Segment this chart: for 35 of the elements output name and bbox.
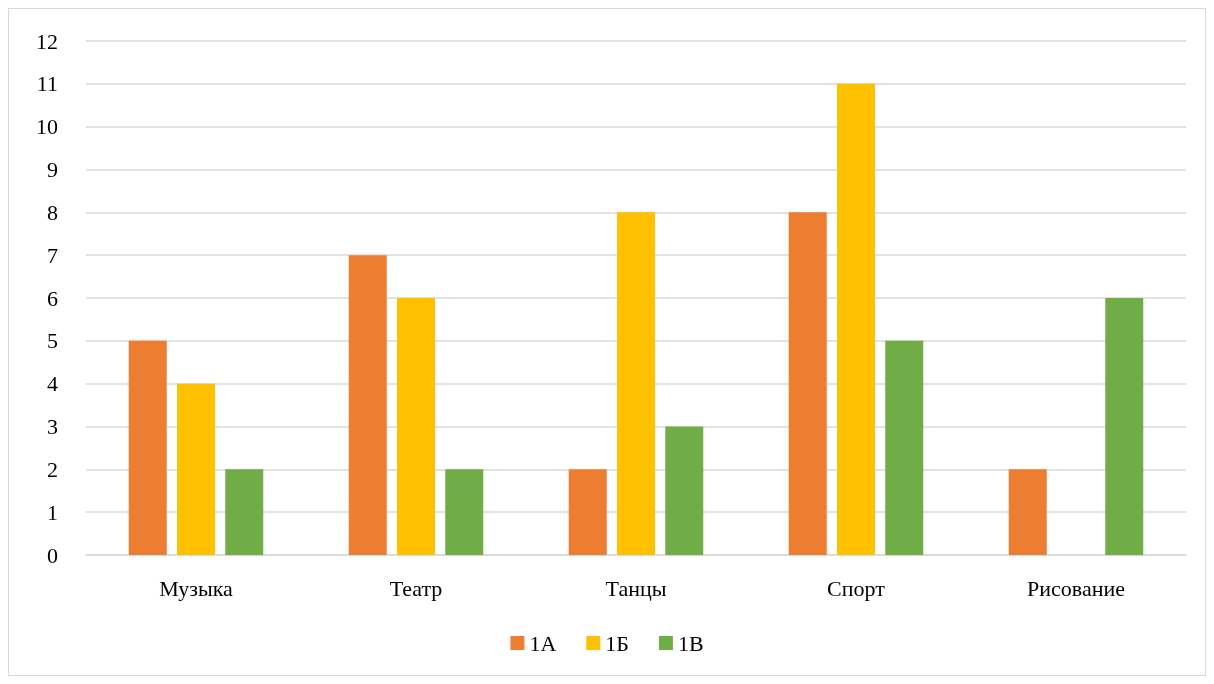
bar xyxy=(445,469,484,555)
bar xyxy=(568,469,607,555)
y-tick-label: 7 xyxy=(47,242,58,268)
y-tick-label: 2 xyxy=(47,456,58,482)
bar xyxy=(617,212,655,555)
y-tick-label: 5 xyxy=(47,328,58,354)
y-tick-label: 6 xyxy=(47,285,58,311)
bar xyxy=(397,298,435,555)
y-tick-label: 3 xyxy=(47,414,58,439)
y-tick-label: 4 xyxy=(47,371,58,397)
bar xyxy=(885,340,924,555)
bar xyxy=(788,212,827,555)
bar xyxy=(177,383,215,555)
y-tick-label: 8 xyxy=(47,199,58,225)
y-tick-label: 12 xyxy=(36,28,58,54)
legend-label: 1В xyxy=(677,630,704,656)
bar xyxy=(837,83,875,555)
y-tick-label: 9 xyxy=(47,157,58,182)
x-tick-label: Танцы xyxy=(605,575,667,601)
y-tick-label: 10 xyxy=(36,114,58,140)
x-tick-label: Спорт xyxy=(827,575,886,601)
y-tick-label: 11 xyxy=(36,71,58,97)
y-tick-label: 1 xyxy=(47,499,58,525)
bar xyxy=(1105,298,1144,555)
bar xyxy=(225,469,264,555)
x-tick-label: Музыка xyxy=(159,575,234,601)
bar xyxy=(128,340,167,555)
legend-label: 1Б xyxy=(605,630,629,656)
legend-label: 1А xyxy=(529,630,557,656)
bar xyxy=(1008,469,1047,555)
y-tick-label: 0 xyxy=(47,542,58,568)
x-tick-label: Театр xyxy=(389,575,443,601)
bar xyxy=(348,255,387,555)
x-tick-label: Рисование xyxy=(1027,575,1125,601)
bar xyxy=(665,426,704,555)
